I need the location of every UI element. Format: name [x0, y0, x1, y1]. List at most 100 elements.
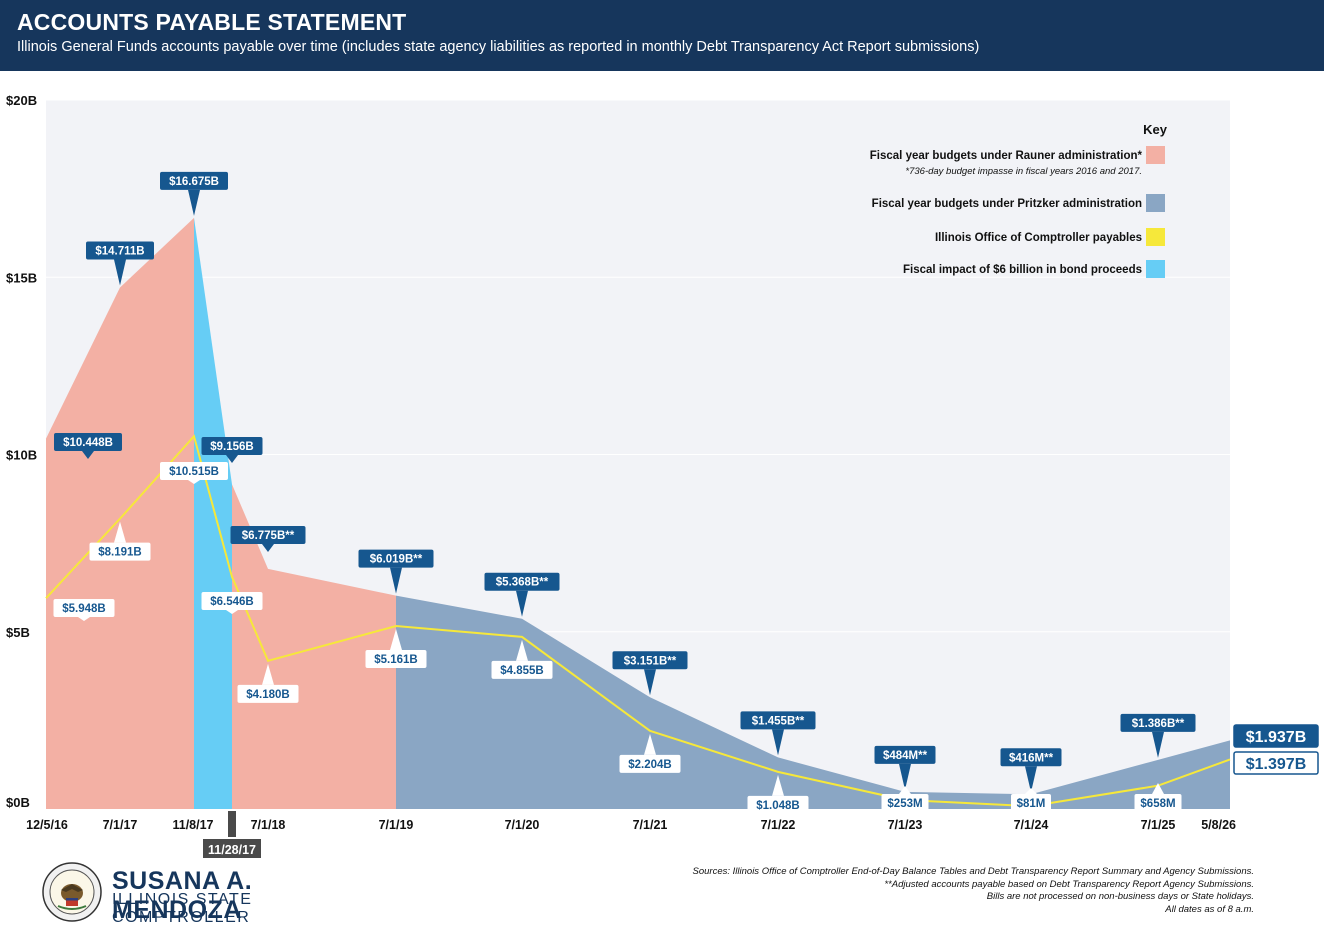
callout-pointer [188, 480, 200, 484]
area-series-3 [396, 595, 1230, 809]
callout-box [53, 599, 115, 617]
callout-box [365, 650, 427, 669]
callout-label: $14.711B [95, 245, 144, 257]
callout-pointer [1025, 788, 1037, 794]
callout-pointer [262, 663, 274, 685]
callout-pointer [188, 189, 200, 216]
callout-box [612, 651, 688, 670]
callout-pointer [262, 544, 274, 552]
callout-label: $9.156B [210, 441, 253, 453]
area-series-2 [232, 484, 396, 809]
legend-label: Fiscal impact of $6 billion in bond proc… [903, 264, 1142, 276]
legend-swatch [1146, 228, 1165, 246]
legend-item: Fiscal year budgets under Pritzker admin… [872, 194, 1165, 212]
current-label-text: $1.397B [1246, 756, 1307, 773]
highlight-date-pointer [228, 811, 236, 837]
header: ACCOUNTS PAYABLE STATEMENT Illinois Gene… [0, 0, 1324, 71]
x-tick-label: 5/8/26 [1201, 818, 1236, 832]
footnote-bills: Bills are not processed on non-business … [986, 891, 1254, 902]
current-total-label: $1.937B [1233, 724, 1319, 748]
callout-label: $484M** [883, 750, 928, 762]
comptroller-role: ILLINOIS STATE COMPTROLLER [112, 891, 253, 926]
area-series-1 [194, 217, 232, 810]
callout-pointer [226, 455, 238, 463]
page-title: ACCOUNTS PAYABLE STATEMENT [17, 9, 407, 35]
x-tick-label: 11/8/17 [172, 818, 213, 832]
callout-box [86, 241, 154, 260]
callout-box [619, 754, 681, 773]
x-tick-label: 7/1/18 [251, 818, 286, 832]
callout-label: $658M [1140, 798, 1175, 810]
callout-label: $5.368B** [496, 577, 549, 589]
callout-pointer [1152, 783, 1164, 794]
legend-item: Fiscal impact of $6 billion in bond proc… [903, 260, 1165, 278]
y-tick-label: $0B [6, 795, 30, 810]
y-tick-label: $20B [6, 93, 37, 108]
callout-box [881, 794, 929, 812]
legend-swatch [1146, 146, 1165, 164]
comptroller-callout: $4.180B [237, 663, 299, 703]
callout-label: $1.386B** [1132, 718, 1185, 730]
page-subtitle: Illinois General Funds accounts payable … [17, 39, 980, 55]
callout-label: $3.151B** [624, 655, 677, 667]
legend-swatch [1146, 194, 1165, 212]
legend-label: Fiscal year budgets under Pritzker admin… [872, 198, 1142, 210]
callout-pointer [114, 521, 126, 543]
callout-box [237, 684, 299, 703]
x-tick-label: 12/5/16 [26, 818, 68, 832]
callout-pointer [516, 590, 528, 617]
x-tick-label: 7/1/25 [1141, 818, 1176, 832]
legend: Key Fiscal year budgets under Rauner admi… [870, 122, 1168, 278]
callout-label: $6.546B [210, 596, 253, 608]
comptroller-branding: SUSANA A. MENDOZA ILLINOIS STATE COMPTRO… [40, 858, 370, 928]
total-callout: $5.368B** [484, 572, 560, 617]
x-tick-label: 7/1/22 [761, 818, 796, 832]
callout-label: $5.161B [374, 654, 417, 666]
callout-label: $81M [1017, 798, 1046, 810]
footnote-dates: All dates as of 8 a.m. [1165, 903, 1254, 915]
x-tick-label: 7/1/20 [505, 818, 540, 832]
comptroller-name: SUSANA A. MENDOZA [112, 867, 253, 924]
callout-label: $5.948B [62, 603, 105, 615]
total-callout: $10.448B [54, 433, 122, 459]
highlight-date-label: 11/28/17 [208, 843, 256, 857]
comptroller-callout: $5.948B [53, 599, 115, 621]
legend-note: *736-day budget impasse in fiscal years … [905, 166, 1142, 177]
callout-label: $416M** [1009, 752, 1054, 764]
callout-pointer [1025, 766, 1037, 793]
y-tick-label: $15B [6, 270, 37, 285]
callout-pointer [899, 786, 911, 794]
state-seal-icon [42, 862, 102, 922]
callout-pointer [644, 733, 656, 755]
callout-pointer [516, 639, 528, 661]
x-tick-label: 7/1/24 [1014, 818, 1049, 832]
callout-label: $8.191B [98, 547, 141, 559]
footnote-adjusted: **Adjusted accounts payable based on Deb… [884, 878, 1254, 890]
callout-box [201, 592, 263, 610]
footnotes: Sources: Illinois Office of Comptroller … [693, 866, 1254, 916]
callout-label: $10.515B [169, 466, 219, 478]
callout-label: $2.204B [628, 759, 671, 771]
callout-box [874, 745, 936, 764]
total-callout: $484M** [874, 745, 936, 790]
current-label-box [1233, 751, 1319, 775]
callout-label: $1.455B** [752, 715, 805, 727]
legend-title: Key [1143, 122, 1168, 137]
callout-box [1011, 794, 1051, 812]
x-tick-label: 7/1/17 [103, 818, 138, 832]
total-callout: $416M** [1000, 748, 1062, 793]
current-label-text: $1.937B [1246, 729, 1307, 746]
legend-swatch [1146, 260, 1165, 278]
callout-pointer [899, 763, 911, 790]
comptroller-callout: $253M [881, 786, 929, 812]
callout-label: $253M [887, 798, 922, 810]
comptroller-callout: $2.204B [619, 733, 681, 773]
comptroller-callout: $6.546B [201, 592, 263, 614]
callout-label: $4.180B [246, 689, 289, 701]
total-callout: $9.156B [201, 437, 263, 463]
legend-label: Illinois Office of Comptroller payables [935, 232, 1142, 244]
callout-pointer [1152, 731, 1164, 758]
callout-box [747, 795, 809, 814]
legend-item: Fiscal year budgets under Rauner adminis… [870, 146, 1165, 177]
callout-box [160, 462, 228, 480]
